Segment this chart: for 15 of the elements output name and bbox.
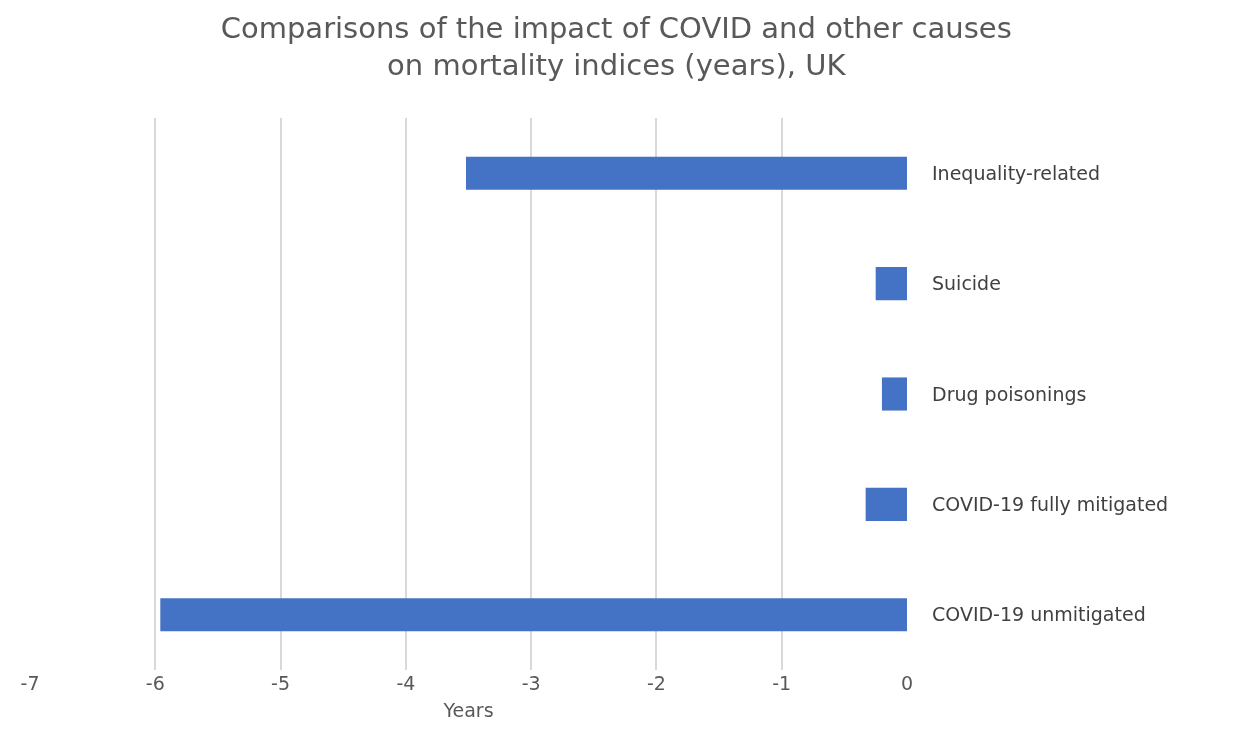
y-tick-label: Suicide	[932, 272, 1001, 295]
y-tick-label: Drug poisonings	[932, 382, 1087, 405]
x-tick-label: -7	[20, 672, 40, 694]
x-tick-label: -4	[396, 672, 416, 694]
x-tick-label: 0	[900, 672, 914, 694]
x-tick-label: -5	[271, 672, 291, 694]
y-tick-label: COVID-19 unmitigated	[932, 603, 1146, 626]
x-tick-label: -2	[646, 672, 666, 694]
x-tick-label: -6	[145, 672, 165, 694]
y-tick-label: Inequality-related	[932, 161, 1101, 184]
x-axis-title: Years	[442, 698, 494, 721]
x-tick-label: -3	[521, 672, 541, 694]
y-tick-label: COVID-19 fully mitigated	[932, 493, 1169, 516]
chart-title: Comparisons of the impact of COVID and other causes on mortality indices (years), UK	[220, 10, 1012, 83]
x-tick-label: -1	[772, 672, 792, 694]
